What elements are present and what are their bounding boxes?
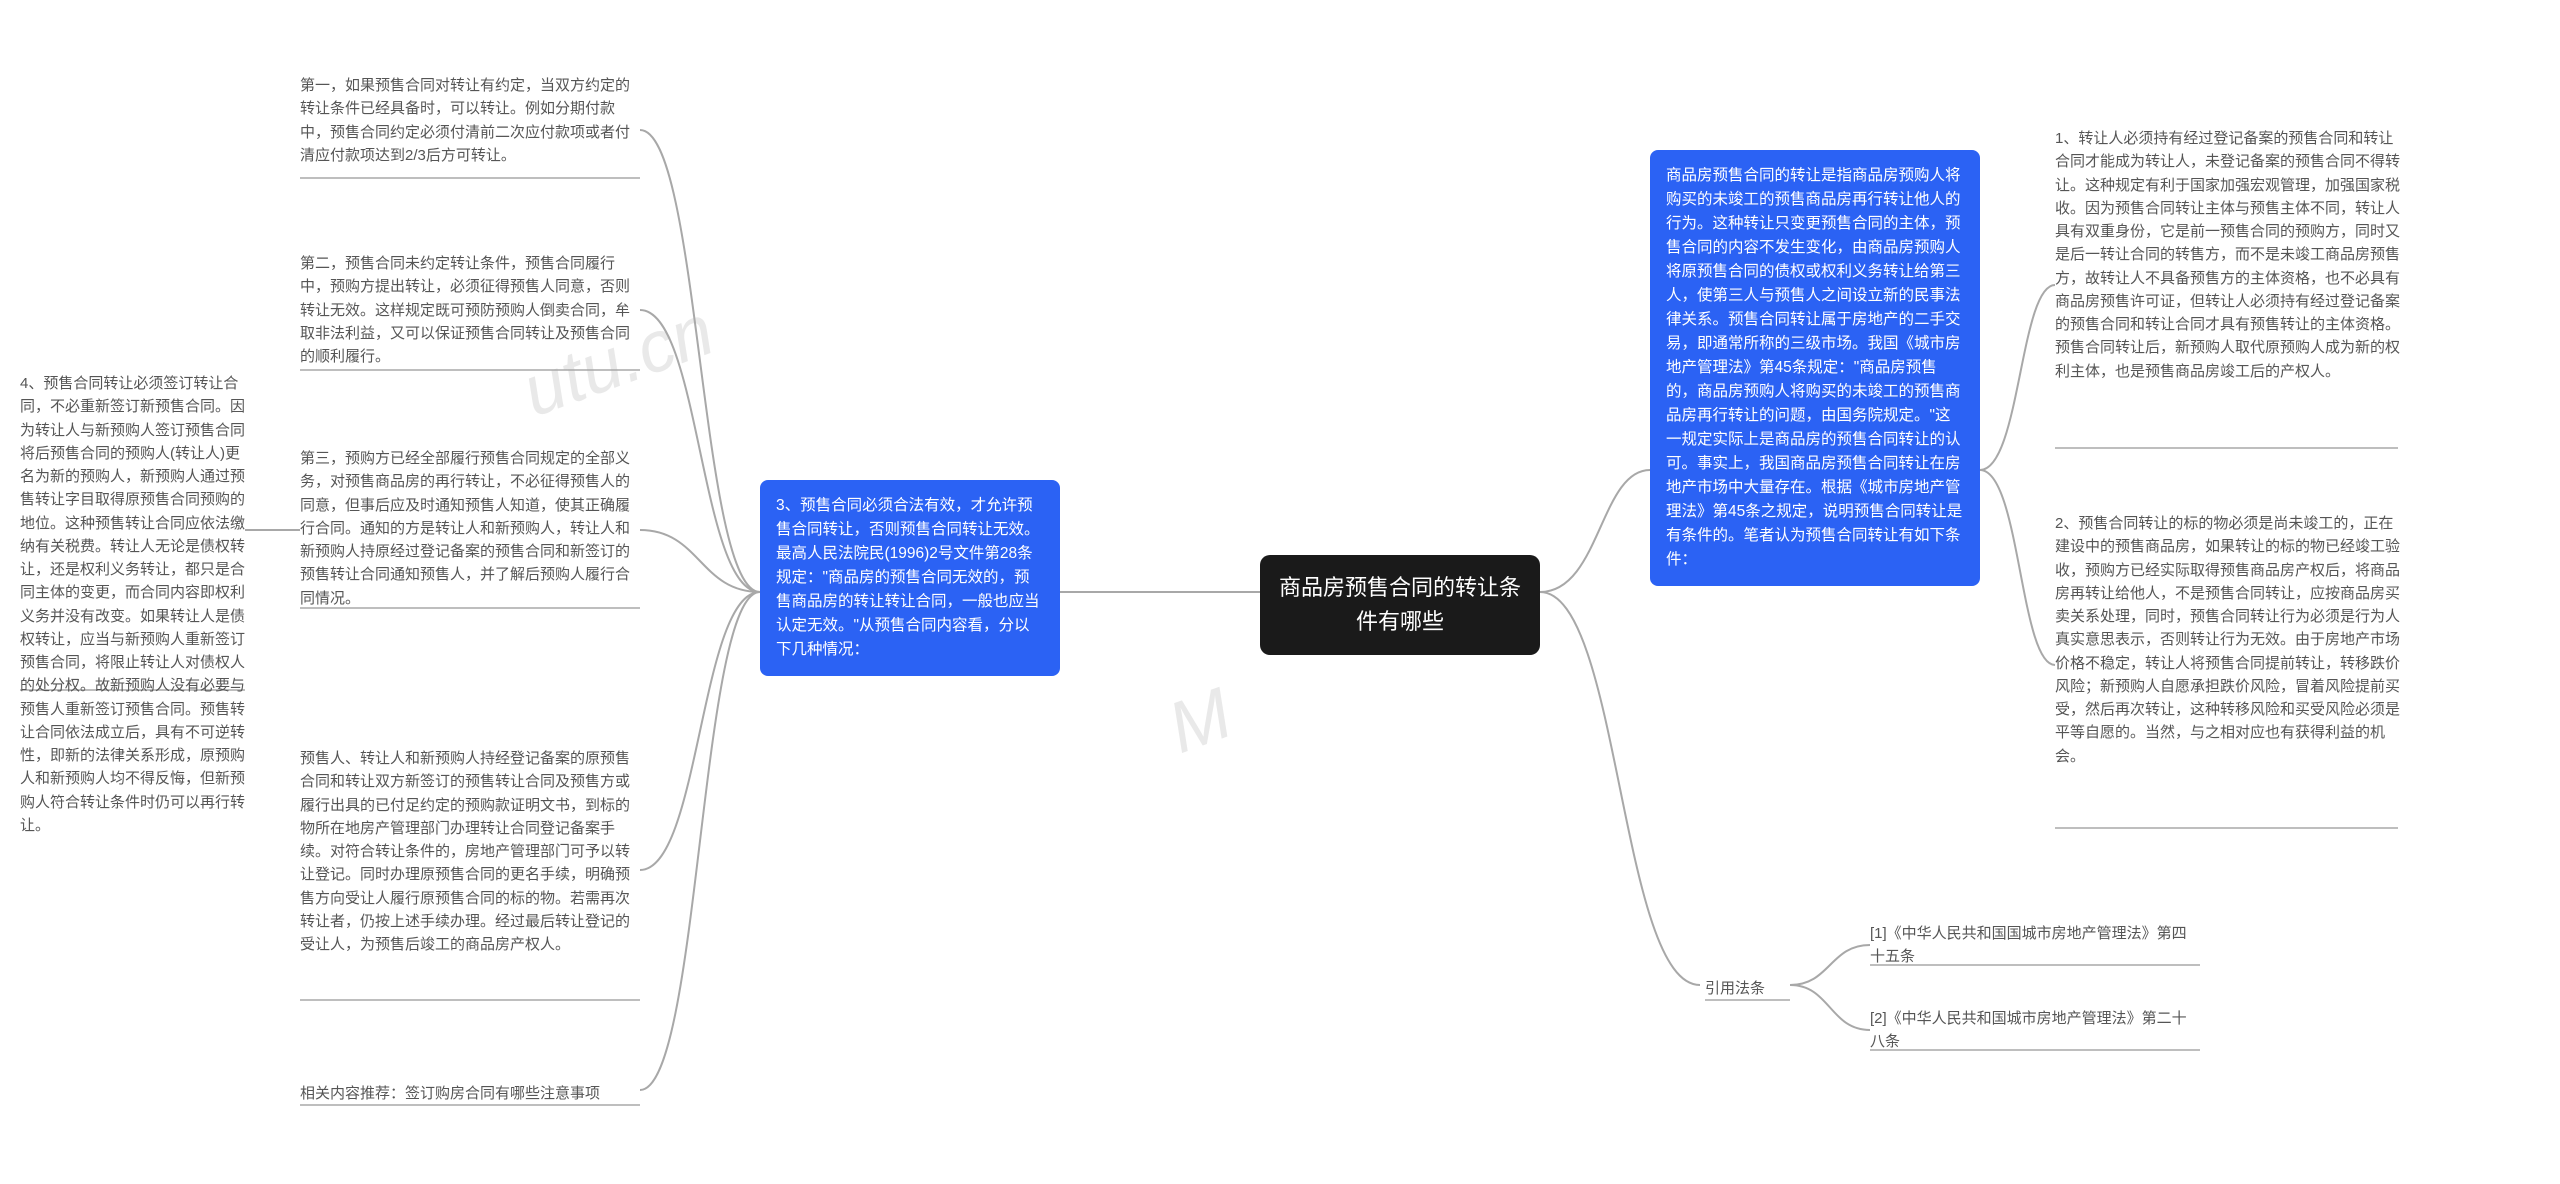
left-blue-node: 3、预售合同必须合法有效，才允许预售合同转让，否则预售合同转让无效。最高人民法院… xyxy=(760,480,1060,676)
citation-label: 引用法条 xyxy=(1705,975,1795,1002)
root-node: 商品房预售合同的转让条件有哪些 xyxy=(1260,555,1540,655)
citation-1: [1]《中华人民共和国国城市房地产管理法》第四十五条 xyxy=(1870,920,2200,971)
citation-2: [2]《中华人民共和国城市房地产管理法》第二十八条 xyxy=(1870,1005,2200,1056)
left-leaf-5: 预售人、转让人和新预购人持经登记备案的原预售合同和转让双方新签订的预售转让合同及… xyxy=(300,745,640,958)
left-leaf-4: 4、预售合同转让必须签订转让合同，不必重新签订新预售合同。因为转让人与新预购人签… xyxy=(20,370,245,839)
right-leaf-2: 2、预售合同转让的标的物必须是尚未竣工的，正在建设中的预售商品房，如果转让的标的… xyxy=(2055,510,2400,770)
left-leaf-3: 第三，预购方已经全部履行预售合同规定的全部义务，对预售商品房的再行转让，不必征得… xyxy=(300,445,640,612)
left-leaf-1: 第一，如果预售合同对转让有约定，当双方约定的转让条件已经具备时，可以转让。例如分… xyxy=(300,72,640,169)
right-leaf-1: 1、转让人必须持有经过登记备案的预售合同和转让合同才能成为转让人，未登记备案的预… xyxy=(2055,125,2400,385)
left-leaf-6: 相关内容推荐：签订购房合同有哪些注意事项 xyxy=(300,1080,640,1107)
right-blue-node: 商品房预售合同的转让是指商品房预购人将购买的未竣工的预售商品房再行转让他人的行为… xyxy=(1650,150,1980,586)
left-leaf-2: 第二，预售合同未约定转让条件，预售合同履行中，预购方提出转让，必须征得预售人同意… xyxy=(300,250,640,370)
watermark: M xyxy=(1158,672,1242,770)
